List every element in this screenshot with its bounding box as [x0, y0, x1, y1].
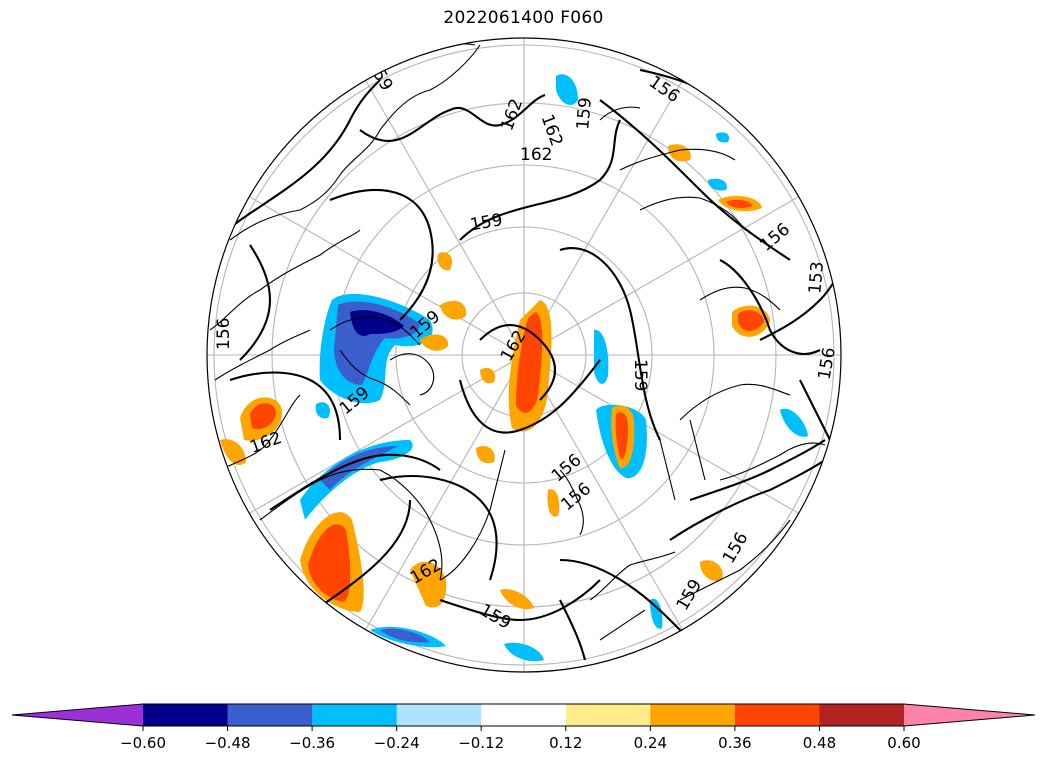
field-sky-blue-east-north: [594, 329, 609, 384]
field-orange-south: [410, 561, 447, 608]
field-orange-lower-mid: [547, 489, 560, 517]
colorbar-extension-low: [12, 704, 143, 726]
colorbar-segment: [650, 704, 736, 726]
colorbar-extension-high: [904, 704, 1035, 726]
contour-label: 159: [673, 576, 707, 614]
polar-stereographic-map: 159 162 162 159 156 159 156 153 156 159 …: [206, 37, 842, 673]
colorbar-tick-label: −0.12: [458, 734, 504, 752]
contour-label: 162: [520, 145, 552, 165]
field-sky-blue-north: [556, 74, 578, 105]
field-sky-blue-northeast: [708, 178, 727, 191]
field-orange-north-mid-2: [440, 300, 467, 320]
colorbar-tick-label: 0.36: [718, 734, 751, 752]
coastlines: [209, 43, 826, 641]
field-orange-south-2: [500, 589, 534, 610]
colorbar-tick-label: −0.24: [374, 734, 420, 752]
field-red-east-edge: [738, 310, 764, 331]
contour-label: 156: [815, 346, 840, 381]
field-orange-west-edge: [220, 439, 246, 466]
colorbar-tick-label: −0.36: [289, 734, 335, 752]
field-navy-archipelago: [350, 310, 404, 336]
contour-label: 159: [476, 600, 514, 634]
colorbar-tick-label: −0.48: [205, 734, 251, 752]
colorbar-tick-label: 0.48: [803, 734, 836, 752]
contour-label: 153: [805, 261, 828, 295]
field-red-northeast-2: [726, 199, 752, 209]
field-sky-blue-southwest-arc: [300, 440, 413, 520]
contour-label: 162: [537, 112, 567, 149]
colorbar-segment: [312, 704, 398, 726]
field-sky-blue-ne-2: [716, 132, 730, 143]
field-sky-blue-southeast: [650, 598, 663, 629]
field-royal-blue-south-edge: [380, 628, 430, 643]
field-sky-blue-south-2: [504, 642, 544, 662]
colorbar-segment: [227, 704, 313, 726]
colorbar-tick-label: 0.60: [887, 734, 920, 752]
field-sky-blue-mid-left: [315, 402, 331, 419]
field-red-west: [250, 403, 276, 430]
contour-label: 159: [469, 210, 504, 235]
colorbar-segment: [565, 704, 651, 726]
field-orange-center-small: [480, 367, 496, 384]
colorbar-segment: [734, 704, 820, 726]
map-title: 2022061400 F060: [443, 8, 604, 28]
contour-label: 159: [573, 97, 596, 131]
contour-label: 156: [214, 318, 234, 350]
field-red-east: [615, 412, 628, 459]
contour-label: 162: [497, 96, 527, 133]
colorbar-segment: [481, 704, 567, 726]
colorbar-tick-label: 0.12: [549, 734, 582, 752]
field-royal-blue-southwest-arc: [320, 446, 398, 490]
contour-label: 156: [756, 219, 794, 255]
contour-label: 159: [630, 359, 650, 391]
field-orange-northeast: [668, 144, 691, 162]
shaded-fields: [220, 74, 808, 662]
colorbar-segment: [396, 704, 482, 726]
colorbar-tick-label: 0.24: [634, 734, 667, 752]
colorbar-segment: [143, 704, 229, 726]
colorbar-segment: [819, 704, 905, 726]
field-red-southwest: [308, 524, 351, 602]
field-orange-center-low: [476, 445, 495, 464]
field-orange-upper-left: [437, 252, 453, 271]
field-sky-blue-se-right: [780, 408, 808, 437]
colorbar: −0.60 −0.48 −0.36 −0.24 −0.12 0.12 0.24 0.36 0.4…: [11, 703, 1036, 752]
field-orange-north-mid: [420, 334, 449, 351]
map-boundary: [206, 37, 842, 673]
field-orange-southeast: [700, 560, 723, 582]
contour-label: 159: [363, 56, 397, 94]
colorbar-tick-label: −0.60: [120, 734, 166, 752]
contour-label: 156: [719, 529, 753, 567]
